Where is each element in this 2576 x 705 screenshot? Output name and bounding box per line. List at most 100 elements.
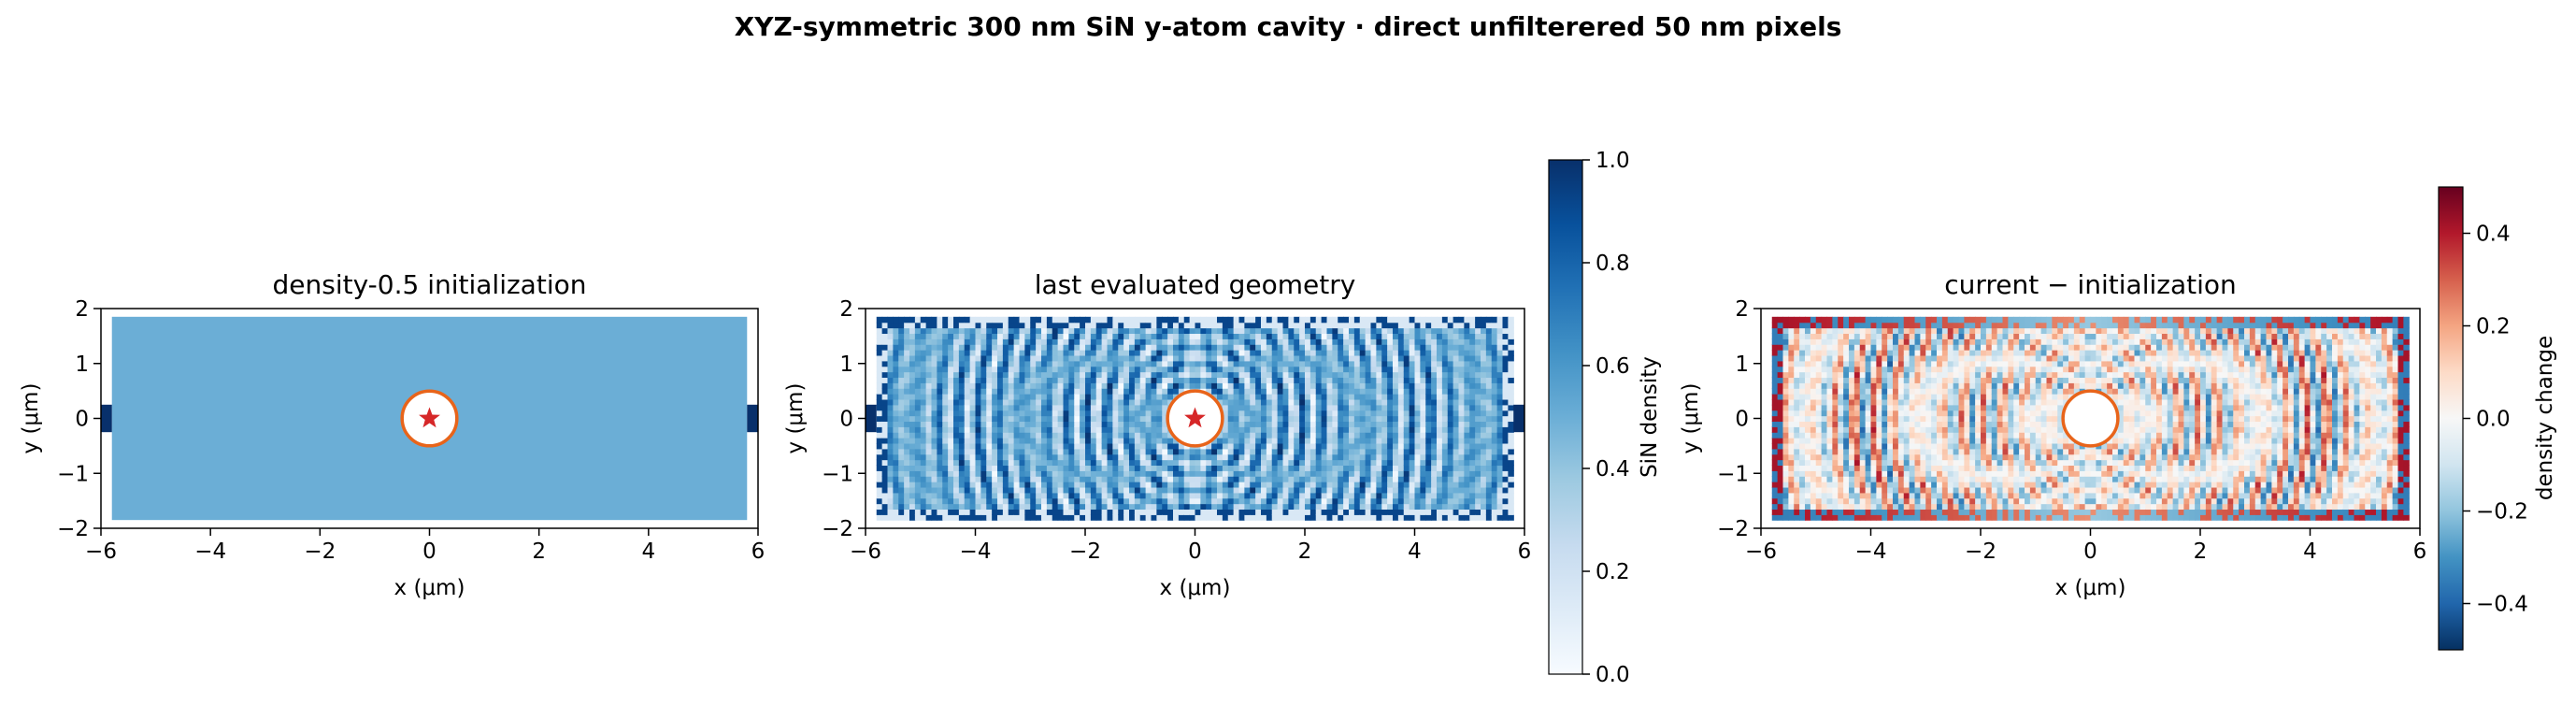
density-pixel: [1238, 333, 1245, 339]
density-pixel: [1414, 486, 1421, 494]
density-pixel: [1843, 514, 1850, 521]
density-pixel: [1074, 366, 1080, 373]
density-pixel: [1309, 482, 1317, 488]
density-pixel: [1063, 453, 1069, 461]
density-pixel: [1145, 382, 1152, 389]
density-pixel: [909, 486, 916, 494]
density-pixel: [1315, 442, 1323, 450]
density-pixel: [1393, 459, 1399, 467]
density-pixel: [1112, 344, 1119, 351]
density-pixel: [1183, 338, 1191, 345]
density-pixel: [1853, 426, 1861, 433]
density-pixel: [1788, 382, 1795, 389]
density-pixel: [1046, 486, 1053, 494]
density-pixel: [1156, 388, 1163, 395]
density-pixel: [1403, 514, 1410, 521]
density-pixel: [1799, 482, 1806, 488]
density-pixel: [1475, 327, 1481, 335]
density-pixel: [1255, 327, 1262, 335]
density-pixel: [1095, 448, 1103, 455]
density-pixel: [1315, 438, 1323, 444]
density-pixel: [958, 509, 966, 515]
density-pixel: [1299, 371, 1306, 379]
density-pixel: [1365, 459, 1372, 467]
density-pixel: [931, 438, 937, 444]
density-pixel: [1365, 448, 1372, 455]
density-pixel: [1475, 432, 1481, 439]
density-pixel: [1156, 438, 1163, 444]
density-pixel: [1107, 366, 1113, 373]
density-pixel: [1139, 388, 1147, 395]
density-pixel: [1095, 344, 1103, 351]
density-pixel: [948, 327, 954, 335]
density-pixel: [1838, 360, 1844, 367]
density-pixel: [1217, 398, 1224, 406]
density-pixel: [1250, 432, 1256, 439]
density-pixel: [1481, 344, 1487, 351]
density-pixel: [1118, 497, 1124, 505]
density-pixel: [881, 350, 889, 356]
density-pixel: [893, 482, 899, 488]
density-pixel: [1393, 465, 1399, 471]
density-pixel: [1112, 322, 1119, 329]
density-pixel: [1403, 377, 1410, 383]
density-pixel: [1129, 492, 1136, 499]
density-pixel: [1849, 442, 1855, 450]
density-pixel: [1052, 453, 1059, 461]
density-pixel: [997, 350, 1004, 356]
density-pixel: [1376, 486, 1382, 494]
density-pixel: [920, 382, 927, 389]
density-pixel: [881, 514, 889, 521]
density-pixel: [1085, 509, 1092, 515]
density-pixel: [1502, 442, 1509, 450]
density-pixel: [1832, 333, 1839, 339]
density-pixel: [1129, 442, 1136, 450]
density-pixel: [1326, 448, 1333, 455]
density-pixel: [1271, 366, 1279, 373]
x-axis-label: x (μm): [394, 576, 465, 600]
density-pixel: [1178, 486, 1185, 494]
density-pixel: [931, 338, 937, 345]
density-pixel: [1397, 421, 1405, 427]
density-pixel: [1046, 327, 1053, 335]
density-pixel: [1217, 448, 1224, 455]
density-pixel: [1211, 350, 1218, 356]
density-pixel: [1173, 503, 1180, 511]
density-pixel: [1139, 503, 1147, 511]
density-pixel: [1074, 459, 1080, 467]
density-pixel: [1491, 344, 1498, 351]
density-pixel: [1777, 486, 1784, 494]
density-pixel: [1036, 426, 1042, 433]
density-pixel: [904, 442, 910, 450]
density-pixel: [1013, 394, 1021, 400]
density-pixel: [1074, 448, 1080, 455]
density-pixel: [1183, 448, 1191, 455]
density-pixel: [1294, 388, 1300, 395]
density-pixel: [986, 465, 993, 471]
density-pixel: [1145, 327, 1152, 335]
density-pixel: [1288, 360, 1295, 367]
density-pixel: [1431, 509, 1438, 515]
density-pixel: [1123, 316, 1130, 324]
density-pixel: [1393, 426, 1399, 433]
density-pixel: [1217, 377, 1224, 383]
density-pixel: [1030, 492, 1037, 499]
density-pixel: [1195, 482, 1201, 488]
density-pixel: [1227, 338, 1235, 345]
density-pixel: [1777, 366, 1784, 373]
density-pixel: [1118, 377, 1124, 383]
density-pixel: [1425, 503, 1432, 511]
density-pixel: [1393, 503, 1399, 511]
density-pixel: [942, 354, 949, 362]
density-pixel: [1107, 486, 1113, 494]
density-pixel: [1008, 333, 1015, 339]
density-pixel: [1183, 344, 1191, 351]
density-pixel: [1387, 388, 1394, 395]
density-pixel: [1437, 388, 1443, 395]
density-pixel: [1013, 497, 1021, 505]
density-pixel: [1019, 394, 1025, 400]
density-pixel: [1376, 354, 1382, 362]
density-pixel: [1068, 327, 1075, 335]
density-pixel: [1074, 322, 1080, 329]
density-pixel: [1002, 442, 1009, 450]
